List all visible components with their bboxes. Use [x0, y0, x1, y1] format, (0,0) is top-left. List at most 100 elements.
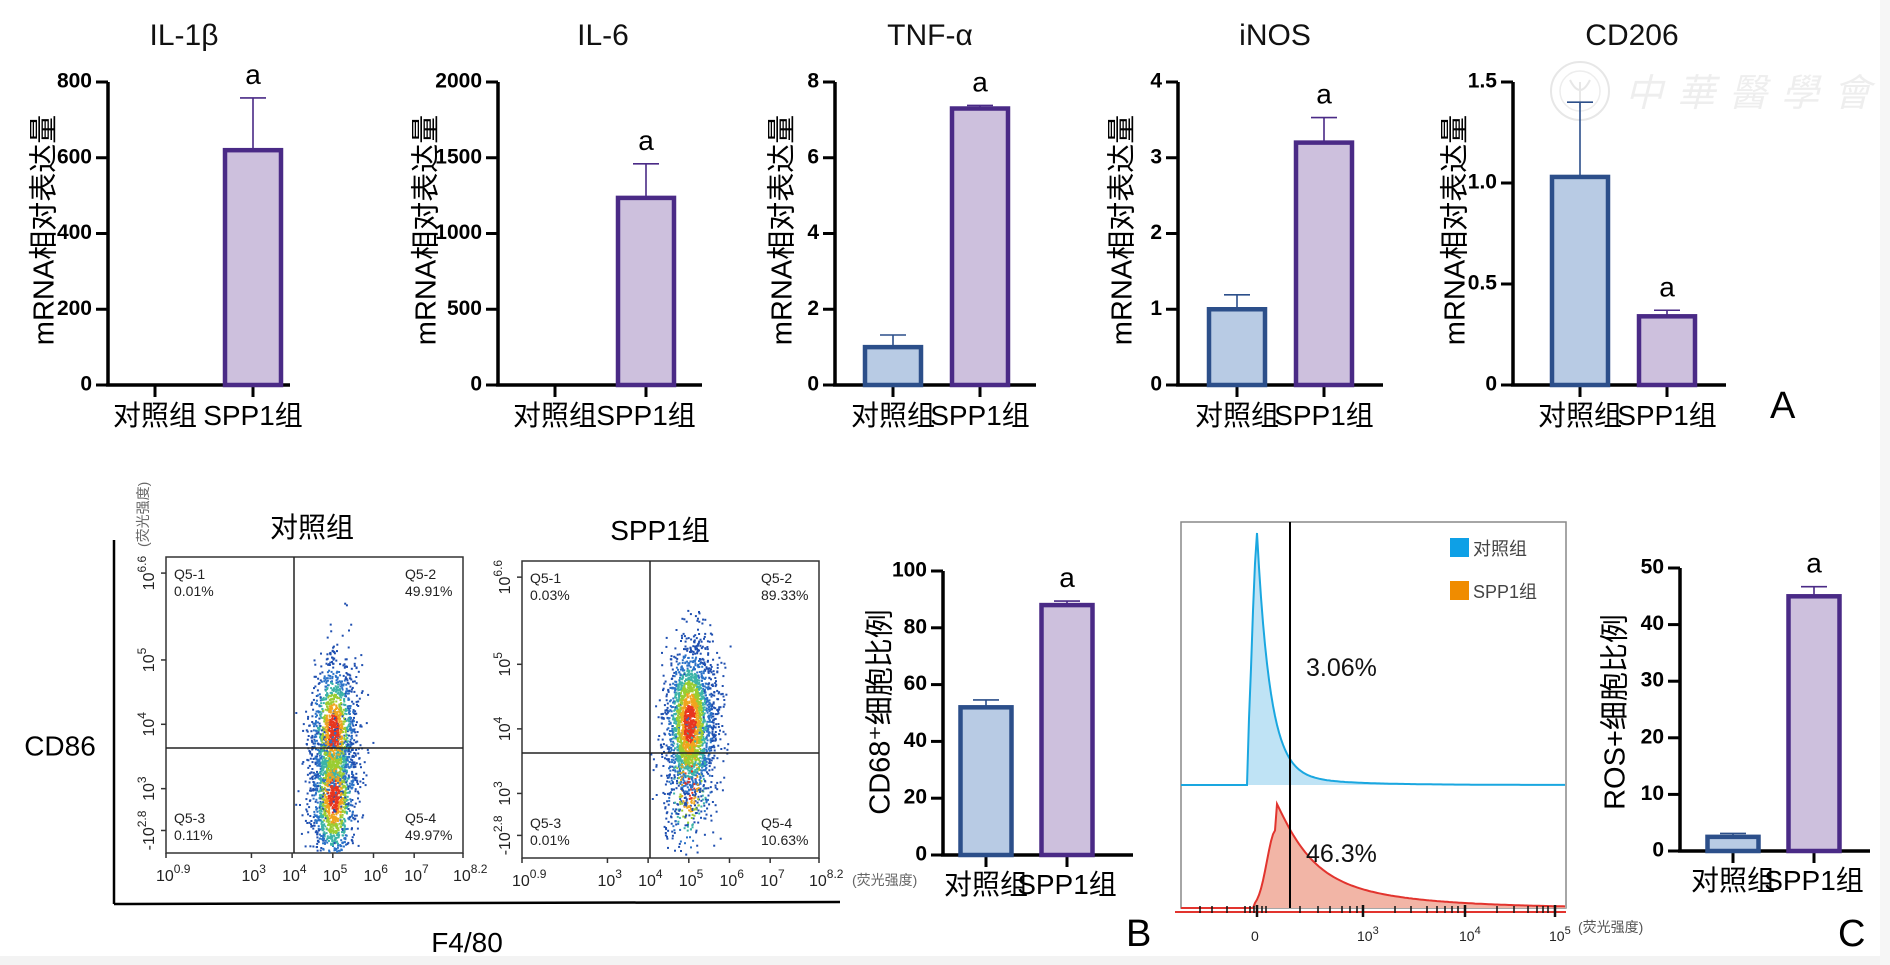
- flow-event-dot: [711, 730, 714, 733]
- flow-event-dot: [320, 809, 322, 812]
- flow-event-dot: [324, 685, 327, 688]
- flow-event-dot: [352, 680, 354, 683]
- flow-event-dot: [676, 777, 679, 780]
- flow-event-dot: [316, 831, 319, 834]
- bar-spp1: [222, 147, 284, 388]
- flow-event-dot: [334, 782, 337, 785]
- flow-event-dot: [338, 671, 341, 673]
- flow-event-dot: [714, 726, 717, 729]
- flow-event-dot: [310, 736, 313, 739]
- flow-event-dot: [323, 766, 326, 769]
- flow-event-dot: [693, 702, 696, 705]
- flow-event-dot: [666, 780, 669, 783]
- flow-event-dot: [347, 777, 350, 780]
- flow-event-dot: [339, 708, 342, 711]
- flow-event-dot: [674, 729, 677, 732]
- flow-event-dot: [341, 782, 344, 785]
- flow-event-dot: [317, 825, 320, 828]
- flow-event-dot: [701, 766, 704, 769]
- flow-event-dot: [335, 679, 338, 682]
- flow-event-dot: [329, 797, 332, 800]
- flow-event-dot: [664, 783, 667, 786]
- flow-event-dot: [673, 737, 676, 740]
- flow-event-dot: [701, 761, 704, 764]
- flow-event-dot: [671, 761, 673, 764]
- flow-event-dot: [683, 715, 686, 717]
- flow-event-dot: [707, 670, 710, 673]
- flow-event-dot: [319, 815, 322, 818]
- flow-event-dot: [680, 767, 682, 770]
- flow-event-dot: [685, 679, 688, 682]
- flow-event-dot: [692, 635, 695, 638]
- flow-event-dot: [320, 680, 323, 683]
- flow-event-dot: [349, 720, 352, 723]
- flow-event-dot: [341, 688, 344, 691]
- flow-event-dot: [327, 804, 330, 807]
- y-tick-label: 500: [447, 297, 482, 320]
- flow-event-dot: [335, 789, 338, 791]
- flow-event-dot: [683, 618, 686, 621]
- flow-event-dot: [313, 736, 316, 738]
- flow-event-dot: [320, 819, 323, 822]
- flow-event-dot: [310, 702, 313, 705]
- flow-event-dot: [698, 685, 701, 688]
- flow-event-dot: [308, 724, 311, 727]
- flow-event-dot: [315, 739, 318, 742]
- flow-event-dot: [665, 645, 668, 648]
- flow-event-dot: [320, 652, 322, 655]
- flow-event-dot: [312, 797, 315, 800]
- flow-event-dot: [332, 760, 335, 763]
- flow-event-dot: [334, 786, 337, 789]
- flow-event-dot: [700, 647, 703, 650]
- flow-event-dot: [333, 777, 336, 780]
- flow-event-dot: [365, 774, 368, 777]
- flow-event-dot: [670, 779, 673, 782]
- y-axis-label: mRNA相对表达量: [410, 115, 443, 345]
- flow-event-dot: [706, 646, 709, 648]
- flow-event-dot: [319, 679, 322, 682]
- flow-event-dot: [299, 804, 301, 806]
- flow-event-dot: [319, 828, 322, 831]
- flow-event-dot: [342, 770, 345, 773]
- flow-event-dot: [707, 683, 710, 686]
- flow-event-dot: [324, 801, 327, 804]
- flow-event-dot: [665, 695, 668, 698]
- quadrant-name: Q5-2: [405, 566, 436, 582]
- flow-event-dot: [685, 750, 688, 753]
- flow-event-dot: [683, 743, 686, 746]
- flow-event-dot: [681, 737, 684, 740]
- flow-event-dot: [316, 703, 318, 706]
- flow-event-dot: [692, 686, 695, 689]
- flow-event-dot: [326, 841, 329, 844]
- flow-event-dot: [325, 739, 328, 742]
- flow-event-dot: [344, 753, 347, 756]
- flow-event-dot: [306, 803, 309, 806]
- flow-event-dot: [711, 733, 714, 736]
- flow-event-dot: [326, 783, 329, 786]
- flow-event-dot: [317, 742, 319, 745]
- flow-event-dot: [704, 741, 706, 744]
- flow-event-dot: [677, 712, 680, 715]
- flow-event-dot: [668, 700, 671, 703]
- flow-event-dot: [331, 772, 334, 775]
- flow-event-dot: [697, 617, 699, 620]
- flow-event-dot: [686, 660, 689, 663]
- flow-event-dot: [313, 687, 315, 690]
- flow-event-dot: [350, 828, 353, 831]
- flow-event-dot: [328, 817, 330, 820]
- flow-event-dot: [321, 780, 324, 783]
- flow-event-dot: [680, 746, 683, 749]
- flow-event-dot: [349, 758, 352, 761]
- flow-event-dot: [674, 770, 677, 773]
- flow-event-dot: [694, 634, 697, 637]
- flow-event-dot: [694, 693, 697, 696]
- flow-event-dot: [682, 773, 685, 776]
- flow-event-dot: [331, 716, 334, 719]
- tick-exponent: 6.6: [135, 556, 149, 573]
- flow-event-dot: [693, 689, 696, 692]
- flow-event-dot: [314, 723, 317, 726]
- flow-event-dot: [708, 769, 711, 772]
- x-tick-label: 108.2: [453, 862, 488, 885]
- flow-event-dot: [339, 819, 342, 822]
